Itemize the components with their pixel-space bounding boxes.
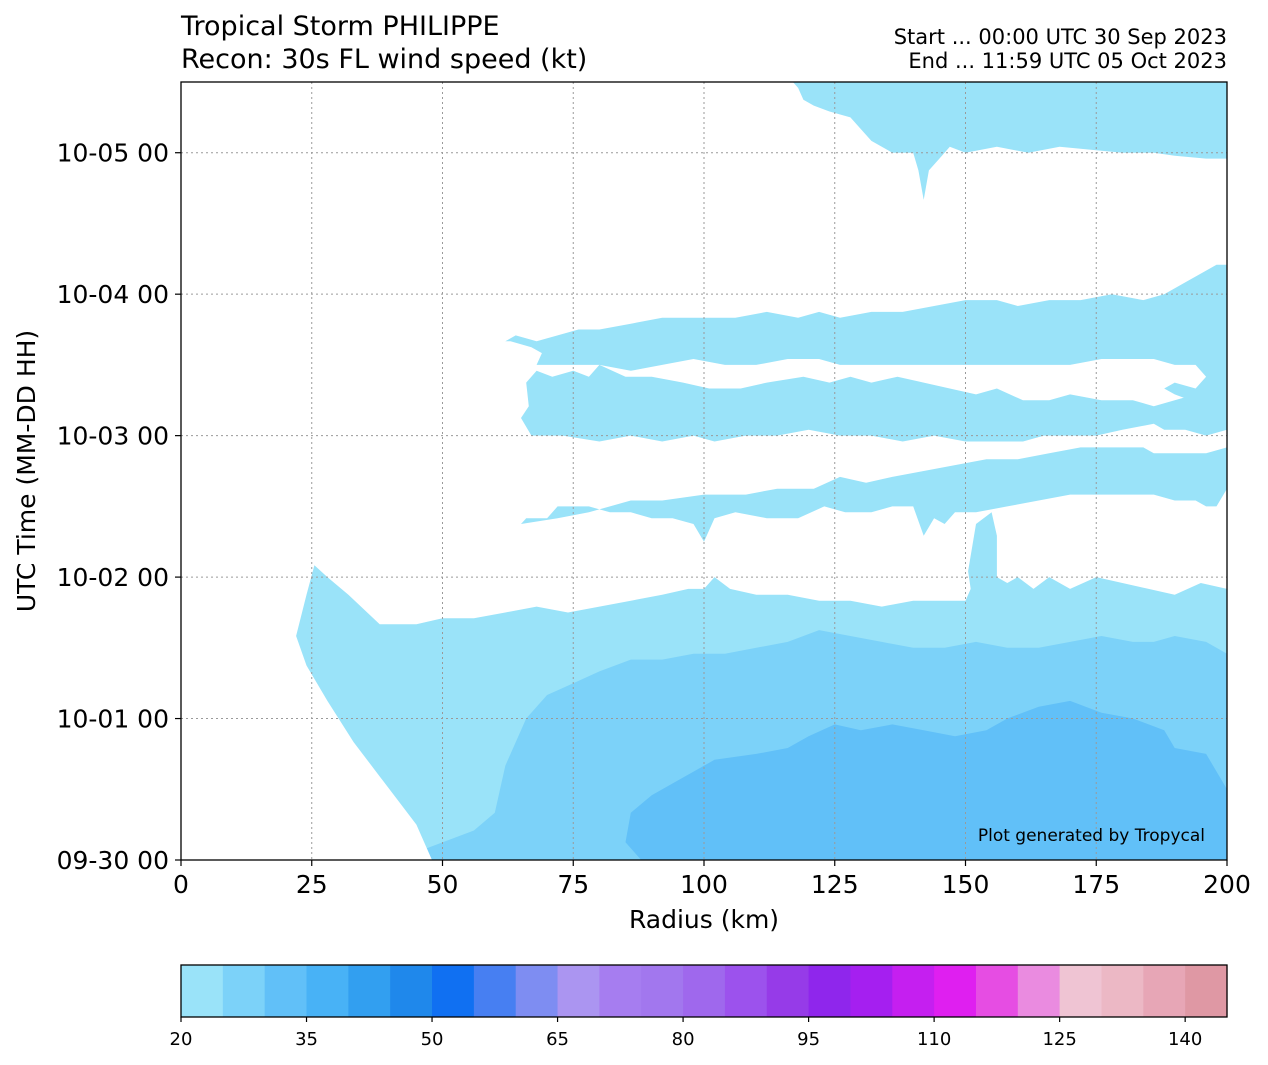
- colorbar-swatch-90: [766, 965, 810, 1017]
- chart-title-line-1: Tropical Storm PHILIPPE: [180, 11, 500, 42]
- y-axis: 09-30 00 10-01 00 10-02 00 10-03 00 10-04 00…: [57, 139, 181, 875]
- colorbar-tick-label-4: 80: [672, 1029, 695, 1050]
- y-tick-label-4: 10-04 00: [57, 280, 169, 309]
- colorbar-swatch-120: [1017, 965, 1061, 1017]
- x-tick-label-5: 125: [811, 870, 859, 899]
- x-tick-label-6: 150: [942, 870, 990, 899]
- colorbar-swatch-45: [390, 965, 433, 1017]
- colorbar-swatch-30: [264, 965, 308, 1017]
- colorbar-tick-label-3: 65: [546, 1029, 569, 1050]
- y-tick-label-0: 09-30 00: [57, 846, 169, 875]
- contour-30kt-5: [625, 700, 1227, 860]
- colorbar-tick-label-6: 110: [917, 1029, 951, 1050]
- colorbar-swatch-20: [181, 965, 224, 1017]
- colorbar-frame: [180, 964, 1228, 1018]
- x-axis-label: Radius (km): [629, 905, 779, 934]
- colorbar-swatch-125: [1059, 965, 1103, 1017]
- colorbar-swatch-60: [515, 965, 559, 1017]
- y-tick-label-3: 10-03 00: [57, 422, 169, 451]
- contour-20kt-3: [656, 82, 1227, 200]
- colorbar-swatch-40: [348, 965, 391, 1017]
- colorbar-tick-label-8: 140: [1168, 1029, 1202, 1050]
- y-tick-label-2: 10-02 00: [57, 563, 169, 592]
- colorbar-swatch-70: [599, 965, 642, 1017]
- colorbar-swatch-55: [473, 965, 517, 1017]
- y-tick-label-5: 10-05 00: [57, 139, 169, 168]
- time-range-end: End ... 11:59 UTC 05 Oct 2023: [908, 49, 1227, 73]
- colorbar-swatch-95: [808, 965, 852, 1017]
- colorbar-ticks: 20 35 50 65 80 95 110 125 140: [170, 1017, 1202, 1050]
- colorbar-swatch-140: [1185, 965, 1228, 1017]
- colorbar-swatch-100: [850, 965, 893, 1017]
- y-tick-label-1: 10-01 00: [57, 705, 169, 734]
- colorbar-swatch-115: [975, 965, 1019, 1017]
- colorbar-tick-label-2: 50: [421, 1029, 444, 1050]
- x-tick-label-1: 25: [296, 870, 328, 899]
- colorbar-swatch-50: [432, 965, 475, 1017]
- colorbar-swatch-105: [892, 965, 935, 1017]
- x-tick-label-3: 75: [557, 870, 589, 899]
- y-axis-label: UTC Time (MM-DD HH): [12, 330, 41, 612]
- x-tick-label-8: 200: [1203, 870, 1251, 899]
- time-range-start: Start ... 00:00 UTC 30 Sep 2023: [894, 25, 1227, 49]
- colorbar-swatch-135: [1143, 965, 1186, 1017]
- colorbar-swatch-25: [222, 965, 266, 1017]
- colorbar-tick-label-5: 95: [797, 1029, 820, 1050]
- wind-contours: [296, 82, 1227, 860]
- colorbar-tick-label-7: 125: [1042, 1029, 1076, 1050]
- colorbar-swatch-110: [934, 965, 977, 1017]
- colorbar-swatch-75: [641, 965, 684, 1017]
- grid-lines: [181, 82, 1227, 860]
- colorbar: [181, 965, 1228, 1017]
- credit-text: Plot generated by Tropycal: [978, 826, 1205, 846]
- x-tick-label-7: 175: [1072, 870, 1120, 899]
- colorbar-tick-label-0: 20: [170, 1029, 193, 1050]
- colorbar-swatch-85: [724, 965, 768, 1017]
- x-tick-label-4: 100: [680, 870, 728, 899]
- x-tick-label-2: 50: [427, 870, 459, 899]
- contour-20kt-1: [521, 364, 1227, 542]
- colorbar-tick-label-1: 35: [295, 1029, 318, 1050]
- contour-20kt-2: [505, 264, 1227, 407]
- x-axis: 0 25 50 75 100 125 150 175 200: [173, 860, 1251, 899]
- colorbar-swatch-80: [683, 965, 726, 1017]
- colorbar-swatch-65: [557, 965, 600, 1017]
- x-tick-label-0: 0: [173, 870, 189, 899]
- colorbar-swatch-35: [306, 965, 349, 1017]
- chart-title-line-2: Recon: 30s FL wind speed (kt): [181, 44, 587, 75]
- colorbar-swatch-130: [1101, 965, 1144, 1017]
